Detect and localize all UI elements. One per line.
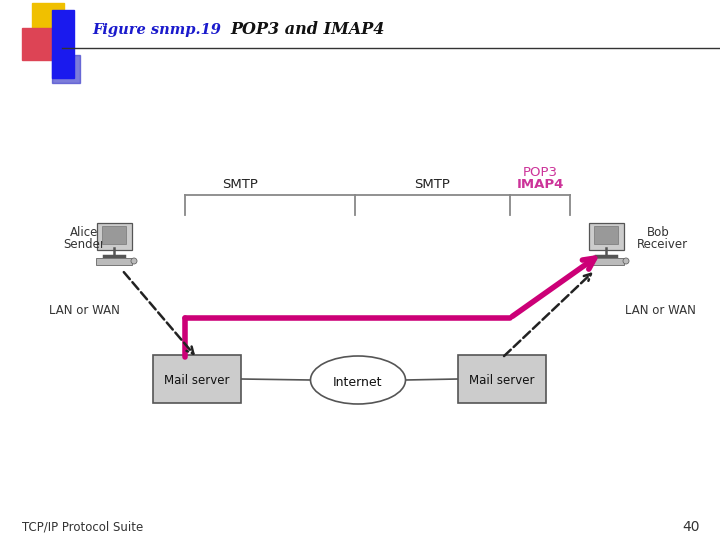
FancyBboxPatch shape (458, 355, 546, 403)
Text: SMTP: SMTP (222, 179, 258, 192)
Text: IMAP4: IMAP4 (516, 179, 564, 192)
Bar (588, 258, 624, 265)
Text: LAN or WAN: LAN or WAN (624, 303, 696, 316)
Bar (96, 258, 132, 265)
Text: LAN or WAN: LAN or WAN (48, 303, 120, 316)
Circle shape (131, 258, 137, 264)
Bar (52, 55, 80, 83)
Text: Bob: Bob (647, 226, 670, 240)
FancyBboxPatch shape (588, 222, 624, 249)
Text: POP3: POP3 (523, 166, 557, 179)
Text: Alice: Alice (70, 226, 98, 240)
Circle shape (623, 258, 629, 264)
Bar (52, 10, 74, 78)
Text: SMTP: SMTP (415, 179, 451, 192)
Ellipse shape (310, 356, 405, 404)
Text: Mail server: Mail server (469, 375, 535, 388)
Bar (594, 226, 618, 244)
Text: Sender: Sender (63, 239, 105, 252)
Text: 40: 40 (683, 520, 700, 534)
Text: Receiver: Receiver (636, 239, 688, 252)
Text: Internet: Internet (333, 375, 383, 388)
Bar (32, 3, 64, 33)
Text: Mail server: Mail server (164, 375, 230, 388)
Text: Figure snmp.19: Figure snmp.19 (92, 23, 221, 37)
FancyBboxPatch shape (96, 222, 132, 249)
Bar (102, 226, 126, 244)
Text: TCP/IP Protocol Suite: TCP/IP Protocol Suite (22, 521, 143, 534)
Text: POP3 and IMAP4: POP3 and IMAP4 (230, 22, 384, 38)
Bar (22, 28, 56, 60)
FancyBboxPatch shape (153, 355, 241, 403)
